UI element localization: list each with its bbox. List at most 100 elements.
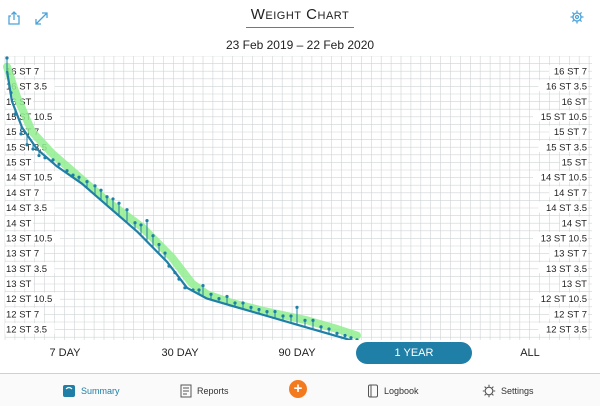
y-tick-label-bg — [533, 171, 588, 183]
measurement-point — [167, 264, 171, 268]
measurement-point — [37, 153, 41, 158]
y-tick-label-bg — [5, 216, 33, 228]
y-tick-label-bg — [533, 110, 588, 122]
y-tick-label-bg — [549, 186, 588, 198]
measurement-point — [163, 251, 167, 255]
logbook-icon — [368, 384, 378, 398]
measurement-point — [9, 91, 13, 95]
measurement-point — [13, 112, 17, 116]
measurement-point — [335, 331, 339, 335]
y-tick-label: 14 ST 3.5 — [6, 203, 47, 214]
y-tick-label-bg — [549, 65, 588, 76]
range-90-day[interactable]: 90 DAY — [278, 347, 316, 359]
y-tick-label-bg — [533, 292, 588, 304]
y-tick-label: 12 ST 7 — [6, 309, 39, 320]
measurement-point — [295, 305, 299, 309]
tab-summary[interactable]: Summary — [62, 380, 120, 402]
measurement-point — [19, 132, 23, 136]
measurement-point — [249, 305, 253, 309]
measurement-point — [51, 158, 55, 162]
y-tick-label-bg — [560, 216, 588, 228]
scale-icon — [63, 385, 75, 397]
measurement-point — [197, 288, 201, 292]
tab-settings-label: Settings — [501, 386, 534, 396]
y-tick-label: 16 ST 7 — [554, 67, 587, 78]
tab-summary-label: Summary — [81, 386, 120, 396]
y-tick-label: 14 ST — [6, 218, 32, 229]
range-1-year[interactable]: 1 YEAR — [356, 342, 472, 364]
measurement-point — [117, 201, 121, 205]
y-tick-label-bg — [560, 95, 588, 107]
gear-icon[interactable] — [568, 8, 586, 26]
y-tick-label: 12 ST 3.5 — [546, 325, 587, 336]
tab-reports[interactable]: Reports — [180, 380, 229, 402]
range-7-day[interactable]: 7 DAY — [49, 347, 81, 359]
y-tick-label-bg — [549, 125, 588, 137]
measurement-point — [319, 325, 323, 329]
tab-settings[interactable]: Settings — [482, 380, 534, 402]
y-tick-label-bg — [5, 323, 55, 334]
measurement-point — [191, 288, 195, 292]
measurement-point — [43, 156, 47, 160]
y-tick-label-bg — [560, 277, 588, 289]
y-tick-label: 13 ST 10.5 — [6, 233, 52, 244]
y-tick-label: 13 ST 7 — [554, 249, 587, 260]
measurement-point — [125, 208, 129, 212]
measurement-point — [173, 271, 177, 275]
y-tick-label: 12 ST 10.5 — [6, 294, 52, 305]
measurement-point — [327, 327, 331, 331]
measurement-point — [139, 223, 143, 227]
measurement-point — [241, 301, 245, 305]
y-tick-label-bg — [5, 231, 60, 243]
y-tick-label-bg — [5, 171, 60, 183]
measurement-point — [31, 147, 35, 151]
y-tick-label: 13 ST 7 — [6, 249, 39, 260]
y-tick-label-bg — [5, 156, 33, 168]
y-tick-label-bg — [5, 80, 55, 92]
y-tick-label-bg — [538, 262, 588, 274]
y-tick-label-bg — [5, 201, 55, 213]
measurement-point — [289, 314, 293, 318]
measurement-point — [257, 307, 261, 312]
y-tick-label: 16 ST 3.5 — [6, 82, 47, 93]
measurement-point — [265, 310, 269, 314]
y-tick-label-bg — [538, 140, 588, 152]
measurement-point — [217, 297, 221, 301]
range-all[interactable]: ALL — [520, 347, 540, 359]
expand-icon[interactable] — [32, 9, 50, 27]
tab-logbook[interactable]: Logbook — [367, 380, 419, 402]
share-icon[interactable] — [5, 9, 23, 27]
y-tick-label: 13 ST 10.5 — [541, 233, 587, 244]
measurement-point — [209, 292, 213, 296]
y-tick-label-bg — [5, 292, 60, 304]
y-tick-label-bg — [5, 65, 44, 76]
y-tick-label-bg — [538, 323, 588, 334]
y-tick-label: 14 ST 7 — [6, 188, 39, 199]
y-tick-label-bg — [5, 247, 44, 259]
y-tick-label-bg — [533, 231, 588, 243]
y-tick-label: 15 ST 10.5 — [541, 112, 587, 123]
y-tick-label: 12 ST 3.5 — [6, 325, 47, 336]
y-tick-label: 16 ST — [562, 97, 588, 108]
add-entry-button[interactable]: + — [289, 380, 307, 398]
measurement-point — [177, 277, 181, 281]
y-tick-label-bg — [5, 277, 33, 289]
y-tick-label: 13 ST — [6, 279, 32, 290]
measurement-point — [355, 338, 359, 340]
y-tick-label-bg — [538, 80, 588, 92]
tab-logbook-label: Logbook — [384, 386, 419, 396]
y-tick-label-bg — [560, 156, 588, 168]
measurement-point — [349, 336, 353, 340]
measurement-point — [201, 284, 205, 288]
measurement-point — [25, 143, 29, 147]
y-tick-label: 16 ST 3.5 — [546, 82, 587, 93]
y-tick-label: 15 ST — [6, 158, 32, 169]
header: Weight Chart 23 Feb 2019 – 22 Feb 2020 — [0, 0, 600, 60]
report-icon — [180, 384, 192, 398]
range-30-day[interactable]: 30 DAY — [161, 347, 199, 359]
y-tick-label: 12 ST 7 — [554, 309, 587, 320]
chart-grid — [4, 56, 592, 340]
measurement-point — [57, 162, 61, 166]
y-tick-label-bg — [5, 307, 44, 319]
y-tick-label: 12 ST 10.5 — [541, 294, 587, 305]
